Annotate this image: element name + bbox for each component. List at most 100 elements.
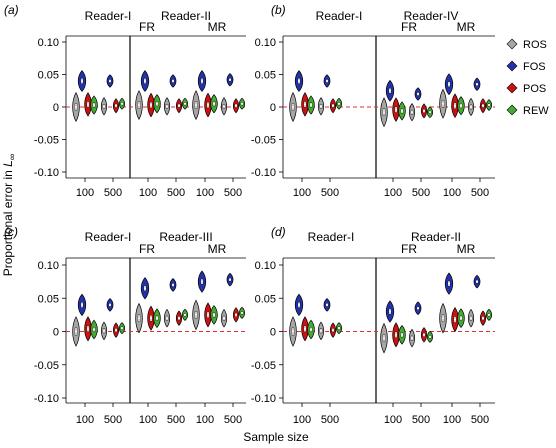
section-subtitle: FR bbox=[401, 20, 417, 34]
violin-median bbox=[442, 317, 444, 320]
y-tick-label: -0.05 bbox=[34, 135, 59, 147]
violin-median bbox=[320, 105, 322, 108]
violin-median bbox=[75, 106, 77, 108]
section-subtitle: FR bbox=[139, 242, 155, 256]
violin-median bbox=[93, 328, 95, 331]
violin-median bbox=[93, 104, 95, 107]
violin-median bbox=[292, 330, 294, 333]
violin-median bbox=[470, 106, 472, 108]
x-tick-label: 500 bbox=[471, 414, 489, 426]
x-tick-label: 100 bbox=[139, 414, 157, 426]
section-subtitle: FR bbox=[139, 20, 155, 34]
violin-median bbox=[417, 307, 419, 310]
violin-median bbox=[488, 104, 490, 107]
panel-label: (b) bbox=[271, 3, 286, 17]
section-title: Reader-I bbox=[85, 9, 132, 23]
violin-median bbox=[411, 337, 413, 340]
section-title: Reader-I bbox=[316, 9, 363, 23]
y-tick-label: 0.05 bbox=[38, 293, 59, 305]
violin-median bbox=[201, 80, 203, 82]
violin-median bbox=[195, 104, 197, 107]
violin-median bbox=[172, 283, 174, 286]
legend-marker-rew bbox=[506, 104, 518, 116]
x-tick-label: 100 bbox=[384, 187, 402, 199]
x-tick-label: 100 bbox=[443, 187, 461, 199]
y-tick-label: 0.10 bbox=[255, 260, 276, 272]
violin-median bbox=[401, 333, 403, 336]
violin-median bbox=[298, 80, 300, 82]
x-tick-label: 500 bbox=[167, 187, 185, 199]
violin-median bbox=[482, 104, 484, 107]
violin-median bbox=[310, 328, 312, 331]
violin-median bbox=[476, 280, 478, 283]
x-tick-label: 500 bbox=[224, 414, 242, 426]
y-tick-label: -0.05 bbox=[34, 360, 59, 372]
violin-median bbox=[166, 317, 168, 320]
violin-median bbox=[103, 329, 105, 332]
section-title: Reader-I bbox=[308, 230, 355, 244]
violin-median bbox=[109, 80, 111, 82]
y-tick-label: 0.05 bbox=[255, 70, 276, 82]
x-tick-label: 100 bbox=[443, 414, 461, 426]
violin-median bbox=[460, 317, 462, 320]
violin-median bbox=[417, 93, 419, 95]
violin-median bbox=[448, 282, 450, 285]
violin-median bbox=[207, 104, 209, 107]
violin-median bbox=[241, 311, 243, 314]
legend-label-ros: ROS bbox=[523, 39, 547, 51]
y-tick-label: -0.05 bbox=[251, 135, 276, 147]
section-subtitle: MR bbox=[208, 242, 227, 256]
x-tick-label: 500 bbox=[104, 414, 122, 426]
x-tick-label: 100 bbox=[384, 414, 402, 426]
legend-marker-ros bbox=[506, 38, 518, 50]
violin-median bbox=[395, 108, 397, 111]
violin-median bbox=[235, 104, 237, 107]
violin-median bbox=[172, 80, 174, 82]
violin-median bbox=[326, 303, 328, 306]
legend-label-rew: REW bbox=[523, 105, 549, 117]
violin-median bbox=[304, 327, 306, 330]
violin-median bbox=[156, 317, 158, 320]
violin-median bbox=[411, 111, 413, 114]
violin-median bbox=[229, 278, 231, 281]
x-tick-label: 500 bbox=[167, 414, 185, 426]
y-tick-label: 0 bbox=[270, 102, 276, 114]
y-tick-label: -0.10 bbox=[34, 167, 59, 179]
violin-median bbox=[178, 317, 180, 320]
violin-median bbox=[326, 80, 328, 82]
violin-median bbox=[235, 313, 237, 316]
violin-median bbox=[488, 313, 490, 316]
section-title: Reader-IV bbox=[404, 9, 459, 23]
violin-median bbox=[442, 102, 444, 105]
violin-median bbox=[389, 89, 391, 92]
y-tick-label: 0.05 bbox=[255, 293, 276, 305]
violin-median bbox=[332, 104, 334, 107]
x-tick-label: 100 bbox=[76, 414, 94, 426]
violin-median bbox=[138, 104, 140, 107]
y-tick-label: -0.10 bbox=[251, 167, 276, 179]
y-tick-label: -0.05 bbox=[251, 360, 276, 372]
violin-median bbox=[395, 333, 397, 336]
section-subtitle: MR bbox=[208, 20, 227, 34]
violin-median bbox=[320, 329, 322, 332]
x-tick-label: 500 bbox=[104, 187, 122, 199]
panel-a: (a) 0.10 0.05 0 -0.05 -0.10 Reader-I Reader-II F… bbox=[4, 3, 246, 199]
violin-median bbox=[229, 78, 231, 81]
violin-median bbox=[223, 105, 225, 108]
violin-median bbox=[150, 317, 152, 320]
violin-median bbox=[156, 102, 158, 105]
x-tick-label: 100 bbox=[139, 187, 157, 199]
legend: ROS FOS POS REW bbox=[506, 38, 549, 117]
violin-median bbox=[178, 104, 180, 107]
violin-median bbox=[401, 109, 403, 112]
violin-median bbox=[150, 104, 152, 107]
x-tick-label: 100 bbox=[293, 414, 311, 426]
x-tick-label: 500 bbox=[471, 187, 489, 199]
section-title: Reader-II bbox=[161, 9, 211, 23]
section-title: Reader-I bbox=[85, 230, 132, 244]
violin-median bbox=[482, 317, 484, 320]
violin-median bbox=[121, 327, 123, 330]
violin-median bbox=[144, 80, 146, 82]
violin-median bbox=[304, 103, 306, 106]
